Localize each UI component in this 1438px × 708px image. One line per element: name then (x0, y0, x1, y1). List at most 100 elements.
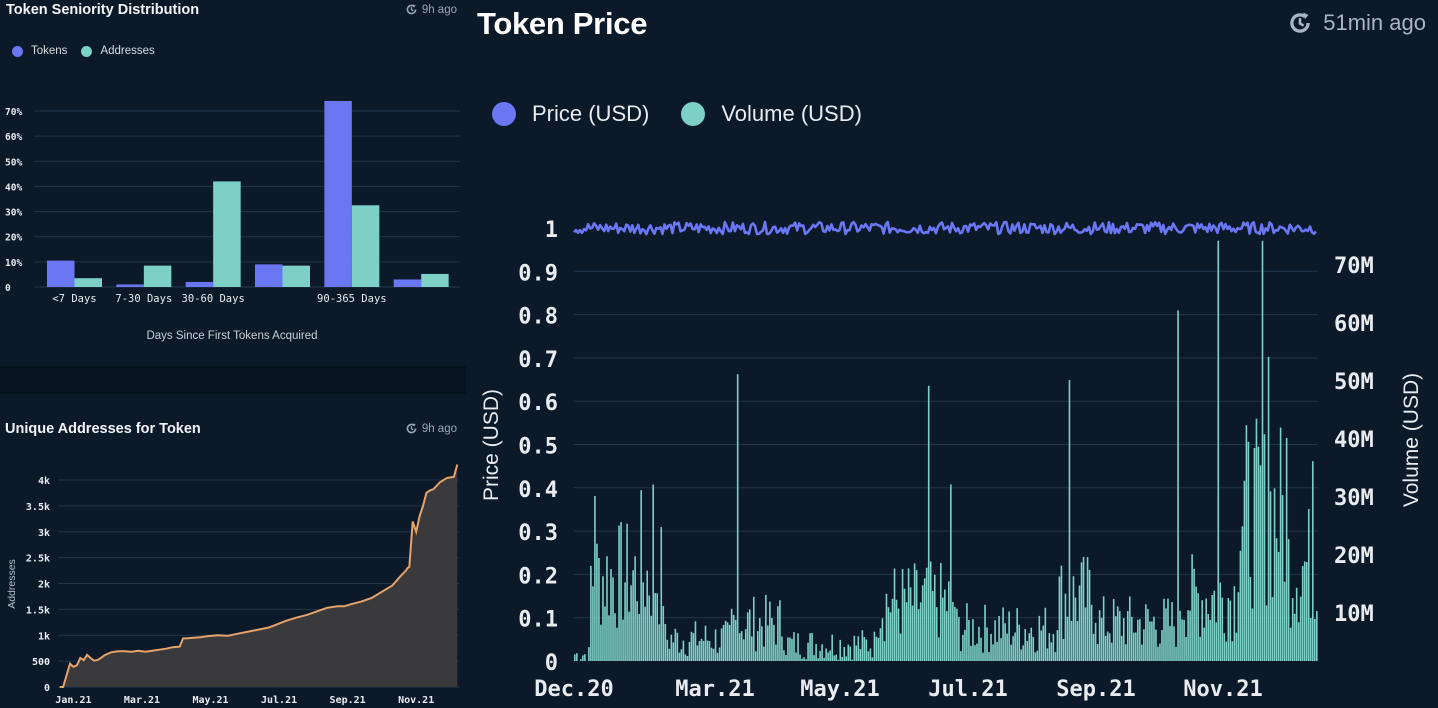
seniority-xtick: <7 Days (52, 293, 96, 305)
volume-bar (1078, 585, 1081, 661)
volume-bar (670, 634, 673, 661)
volume-bar (933, 574, 936, 661)
volume-bar (974, 645, 976, 661)
volume-bar (851, 659, 854, 661)
volume-bar (730, 608, 733, 661)
volume-bar (986, 627, 988, 661)
seniority-chart: 0 10% 20% 30% 40% 50% 60% 70% <7 Days 7-30 Days 3… (5, 100, 460, 342)
legend-item-price[interactable]: Price (USD) (492, 101, 649, 127)
legend-item-tokens[interactable]: Tokens (12, 45, 67, 57)
volume-bar (819, 650, 821, 661)
volume-bar (1092, 633, 1095, 661)
volume-bar (871, 657, 874, 661)
volume-bar (777, 606, 779, 661)
volume-bar (606, 556, 608, 661)
volume-bar (1233, 586, 1236, 661)
volume-bar (1303, 561, 1306, 661)
volume-bar (962, 634, 964, 661)
bar-addresses-2 (213, 181, 241, 287)
volume-bar (1231, 641, 1234, 661)
volume-bar (638, 613, 640, 661)
volume-bar (1026, 641, 1029, 661)
volume-bar (746, 612, 749, 661)
legend-label-volume: Volume (USD) (721, 101, 862, 126)
volume-bar (1167, 598, 1169, 661)
volume-bar (857, 636, 860, 661)
volume-bar (1028, 633, 1031, 661)
volume-bar (640, 490, 642, 661)
volume-bar (628, 611, 630, 661)
volume-bar (1046, 648, 1049, 661)
unique-xtick: Nov.21 (398, 695, 434, 706)
volume-bar (791, 638, 793, 661)
volume-bar (1297, 622, 1300, 661)
volume-bar (734, 619, 737, 661)
seniority-ytick: 30% (5, 208, 22, 219)
volume-bar (1054, 652, 1057, 661)
volume-bar (1153, 616, 1155, 661)
volume-bar (765, 594, 767, 661)
volume-bar (630, 585, 632, 661)
volume-bar (779, 600, 781, 661)
volume-bar (913, 563, 916, 661)
volume-bar (968, 620, 970, 661)
volume-bar (865, 639, 868, 661)
legend-dot-price (492, 102, 516, 126)
volume-bar (726, 622, 729, 661)
volume-bar (1052, 633, 1055, 661)
seniority-legend: Tokens Addresses (12, 45, 155, 57)
volume-bar (604, 606, 606, 661)
volume-bar (668, 648, 671, 661)
volume-bar (1002, 607, 1004, 661)
volume-bar (861, 630, 864, 661)
legend-item-addresses[interactable]: Addresses (81, 45, 155, 57)
volume-bar (1116, 606, 1119, 661)
volume-bar (1034, 652, 1037, 661)
volume-bar (1179, 610, 1181, 661)
volume-bar (988, 652, 990, 661)
volume-bar (1036, 650, 1039, 661)
volume-bar (941, 597, 944, 661)
volume-bar (738, 633, 741, 661)
unique-ytick: 1k (38, 631, 50, 642)
volume-bar (881, 618, 884, 661)
volume-bar (801, 658, 803, 661)
volume-bar (775, 644, 777, 661)
volume-bar (781, 636, 783, 661)
volume-bar (1159, 643, 1161, 661)
volume-bar (1124, 644, 1127, 661)
volume-bar (773, 624, 775, 661)
bar-addresses-5 (421, 273, 449, 287)
volume-bar (1014, 632, 1016, 661)
volume-bar (855, 645, 858, 661)
volume-bar (1080, 562, 1083, 661)
legend-item-volume[interactable]: Volume (USD) (681, 101, 862, 127)
seniority-xtick: 90-365 Days (317, 293, 387, 305)
volume-bar (1211, 595, 1214, 661)
volume-bar (1191, 554, 1193, 661)
unique-ytick: 2k (38, 580, 50, 591)
unique-xtick: Jan.21 (55, 695, 91, 706)
volume-bar (1175, 646, 1177, 661)
volume-bar (1201, 600, 1203, 661)
seniority-ytick: 0 (5, 283, 11, 294)
unique-ytick: 1.5k (26, 605, 50, 616)
volume-bar (696, 645, 699, 661)
volume-bar (954, 606, 956, 661)
volume-ylabel: Volume (USD) (1400, 373, 1423, 507)
volume-bar (833, 655, 835, 661)
volume-bar (767, 625, 769, 661)
volume-bar (1199, 636, 1201, 661)
volume-bar (1130, 616, 1133, 661)
volume-bar (950, 484, 952, 661)
volume-bar (905, 602, 908, 661)
bar-addresses-4 (351, 205, 380, 287)
volume-ytick: 70M (1334, 254, 1374, 279)
volume-bar (789, 637, 791, 661)
volume-bar (875, 636, 878, 661)
volume-bar (805, 659, 807, 661)
volume-bar (1309, 618, 1312, 661)
unique-addresses-chart: 0 500 1k 1.5k 2k 2.5k 3k 3.5k 4k Jan.21 Mar.21 May… (6, 464, 459, 706)
volume-bar (748, 609, 751, 661)
volume-bar (598, 558, 600, 661)
